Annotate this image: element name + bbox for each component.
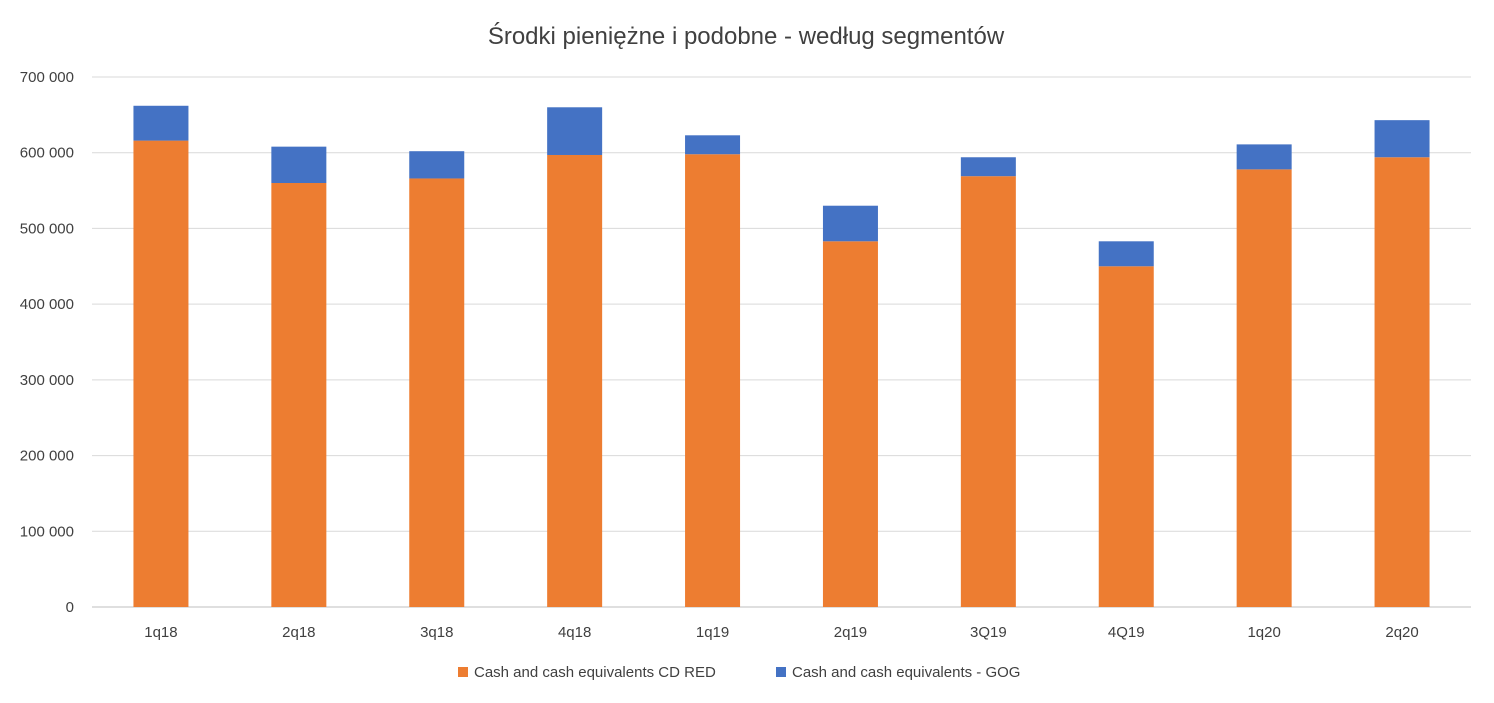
bar-gog <box>685 135 741 155</box>
bar-gog <box>960 157 1016 177</box>
bar-cd-red <box>822 241 878 608</box>
y-tick-label: 0 <box>66 599 74 616</box>
legend-swatch <box>776 667 786 677</box>
bar-cd-red <box>1098 266 1154 607</box>
bar-gog <box>1236 144 1292 170</box>
y-tick-label: 400 000 <box>20 296 74 313</box>
chart-title: Środki pieniężne i podobne - według segm… <box>488 22 1005 50</box>
x-tick-label: 1q19 <box>696 624 729 641</box>
x-tick-label: 1q18 <box>144 624 177 641</box>
bar-gog <box>1098 241 1154 267</box>
legend-swatch <box>458 667 468 677</box>
x-tick-label: 1q20 <box>1247 624 1280 641</box>
legend-label: Cash and cash equivalents - GOG <box>792 664 1020 681</box>
y-tick-label: 300 000 <box>20 372 74 389</box>
bar-cd-red <box>1236 169 1292 607</box>
x-tick-label: 4q18 <box>558 624 591 641</box>
bar-gog <box>271 146 327 183</box>
x-tick-label: 2q20 <box>1385 624 1418 641</box>
y-tick-label: 500 000 <box>20 220 74 237</box>
bar-cd-red <box>133 140 189 607</box>
y-tick-label: 600 000 <box>20 145 74 162</box>
bar-cd-red <box>409 178 465 607</box>
bar-gog <box>409 151 465 179</box>
x-tick-label: 4Q19 <box>1108 624 1145 641</box>
bar-cd-red <box>547 154 603 607</box>
bar-cd-red <box>1374 157 1430 607</box>
bars <box>133 105 1430 608</box>
bar-gog <box>133 105 189 141</box>
bar-cd-red <box>960 176 1016 607</box>
bar-cd-red <box>271 183 327 607</box>
bar-cd-red <box>685 154 741 607</box>
y-tick-label: 700 000 <box>20 69 74 86</box>
x-tick-label: 3q18 <box>420 624 453 641</box>
x-tick-label: 2q18 <box>282 624 315 641</box>
legend: Cash and cash equivalents CD RED Cash and… <box>458 664 1020 681</box>
y-tick-label: 200 000 <box>20 448 74 465</box>
x-tick-label: 3Q19 <box>970 624 1007 641</box>
bar-gog <box>822 205 878 242</box>
y-axis-ticks: 0 100 000 200 000 300 000 400 000 500 000 600 … <box>20 69 74 616</box>
legend-label: Cash and cash equivalents CD RED <box>474 664 716 681</box>
x-axis-ticks: 1q18 2q18 3q18 4q18 1q19 2q19 3Q19 4Q19 1q20 2q20 <box>144 624 1418 641</box>
bar-gog <box>547 107 603 155</box>
y-tick-label: 100 000 <box>20 523 74 540</box>
x-tick-label: 2q19 <box>834 624 867 641</box>
bar-gog <box>1374 120 1430 158</box>
